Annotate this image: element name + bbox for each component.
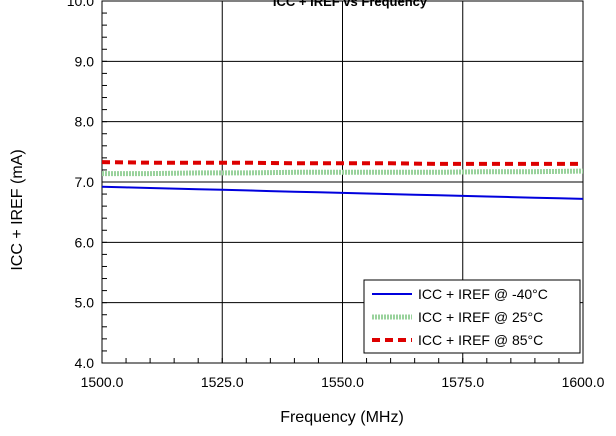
x-tick-labels: 1500.0 1525.0 1550.0 1575.0 1600.0 (81, 374, 605, 390)
y-tick-label: 8.0 (75, 114, 95, 130)
series-line-0 (101, 185, 584, 200)
series-layer (101, 160, 584, 200)
x-axis-label: Frequency (MHz) (280, 409, 404, 426)
legend-label-1: ICC + IREF @ 25°C (418, 309, 543, 325)
chart-title: ICC + IREF vs Frequency (273, 0, 428, 9)
y-axis-label: ICC + IREF (mA) (9, 149, 26, 270)
y-tick-label: 7.0 (75, 174, 95, 190)
x-tick-label: 1525.0 (201, 374, 244, 390)
legend: ICC + IREF @ -40°C ICC + IREF @ 25°C ICC +… (363, 279, 581, 354)
y-tick-label: 4.0 (75, 355, 95, 371)
y-tick-label: 10.0 (67, 0, 94, 9)
legend-label-2: ICC + IREF @ 85°C (418, 332, 543, 348)
series-line-1 (102, 168, 584, 177)
legend-label-0: ICC + IREF @ -40°C (418, 286, 548, 302)
x-tick-label: 1500.0 (81, 374, 124, 390)
grid-lines (102, 1, 583, 363)
y-tick-label: 5.0 (75, 295, 95, 311)
y-tick-labels: 4.0 5.0 6.0 7.0 8.0 9.0 10.0 (67, 0, 94, 371)
minor-ticks (101, 0, 584, 364)
x-tick-label: 1575.0 (441, 374, 484, 390)
y-tick-label: 6.0 (75, 234, 95, 250)
x-tick-label: 1600.0 (562, 374, 605, 390)
series-line-2 (101, 160, 583, 166)
y-tick-label: 9.0 (75, 53, 95, 69)
x-tick-label: 1550.0 (321, 374, 364, 390)
